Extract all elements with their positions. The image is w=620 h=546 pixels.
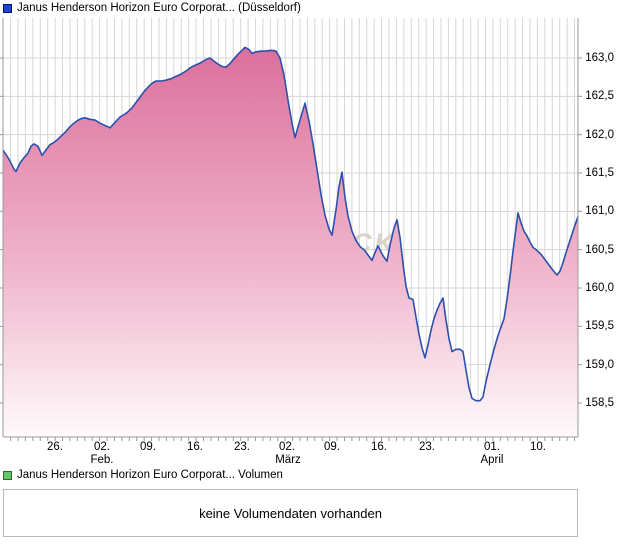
y-axis-label: 162,0 [585,128,614,141]
x-axis-label: 23. [419,441,435,453]
x-axis-label: 02. [279,441,295,453]
green-square-icon [3,471,12,480]
y-axis-label: 159,0 [585,358,614,371]
y-axis-label: 158,5 [585,397,614,409]
y-axis-label: 161,0 [585,205,614,218]
x-axis-label: 26. [47,441,63,453]
y-axis-label: 162,5 [585,90,614,103]
x-axis-label: 01. [484,441,500,453]
price-chart-canvas: CK [0,18,582,441]
blue-square-icon [3,4,12,13]
x-axis-month-label: Feb. [90,454,114,466]
x-axis-label: 16. [187,441,203,453]
x-axis-month-label: März [275,454,301,466]
volume-series-title: Janus Henderson Horizon Euro Corporat...… [17,469,283,481]
y-axis-label: 159,5 [585,320,614,333]
price-area [3,47,578,438]
y-axis-label: 160,0 [585,282,614,294]
no-volume-message: keine Volumendaten vorhanden [199,505,382,521]
price-line [2,46,579,402]
x-axis-label: 10. [530,441,546,453]
volume-series-legend: Janus Henderson Horizon Euro Corporat...… [3,469,283,482]
price-series-title: Janus Henderson Horizon Euro Corporat...… [17,2,301,14]
x-axis-label: 09. [324,441,340,453]
x-axis-label: 02. [94,441,110,453]
x-axis-label: 09. [140,441,156,453]
y-axis-label: 160,5 [585,243,614,256]
y-axis-label: 161,5 [585,167,614,179]
x-axis-label: 16. [371,441,387,453]
y-axis-label: 163,0 [585,52,614,64]
price-series-legend: Janus Henderson Horizon Euro Corporat...… [3,2,301,15]
x-axis-label: 23. [234,441,250,453]
volume-panel: keine Volumendaten vorhanden [3,489,578,537]
x-axis-month-label: April [480,454,504,466]
